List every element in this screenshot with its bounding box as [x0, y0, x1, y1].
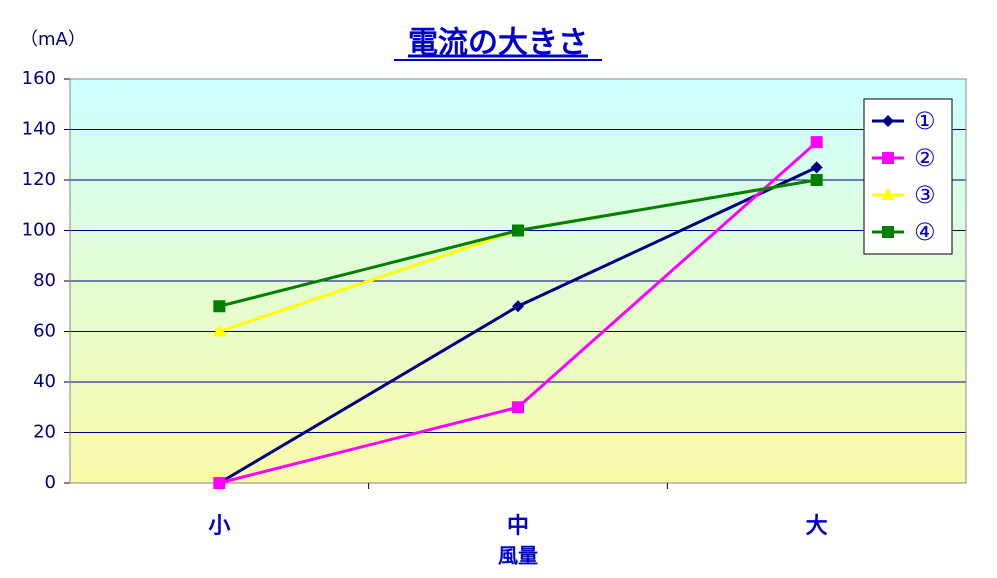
y-tick-label: 80: [33, 270, 56, 291]
legend-label: ③: [914, 181, 936, 209]
data-point: [512, 224, 524, 237]
legend-marker: [881, 188, 895, 200]
data-point: [512, 300, 524, 313]
data-point: [810, 174, 823, 186]
chart-title: 電流の大きさ: [408, 26, 588, 61]
data-point: [213, 477, 226, 489]
legend-label: ①: [914, 107, 936, 135]
y-tick-label: 20: [33, 422, 56, 443]
data-point: [810, 161, 823, 174]
x-tick-label: 中: [507, 514, 529, 539]
legend-marker: [882, 226, 894, 238]
plot-border: [69, 78, 967, 484]
y-tick-label: 60: [33, 321, 56, 342]
x-tick-label: 大: [806, 514, 828, 539]
legend-marker: [882, 152, 894, 164]
legend-label: ④: [914, 218, 936, 246]
data-point: [810, 136, 823, 149]
data-point: [212, 324, 227, 337]
legend-box: [863, 98, 953, 255]
x-tick-label: 小: [208, 514, 230, 539]
x-axis-label: 風量: [498, 544, 538, 568]
data-point: [213, 300, 226, 313]
legend-marker: [882, 115, 894, 127]
y-tick-label: 100: [22, 220, 56, 241]
y-axis-label: （mA）: [20, 29, 86, 50]
y-tick-label: 0: [45, 472, 56, 493]
y-tick-label: 140: [22, 119, 56, 140]
y-tick-label: 160: [22, 68, 56, 89]
y-tick-label: 120: [22, 169, 56, 190]
data-point: [512, 401, 524, 414]
legend-label: ②: [914, 144, 936, 172]
y-tick-label: 40: [33, 371, 56, 392]
